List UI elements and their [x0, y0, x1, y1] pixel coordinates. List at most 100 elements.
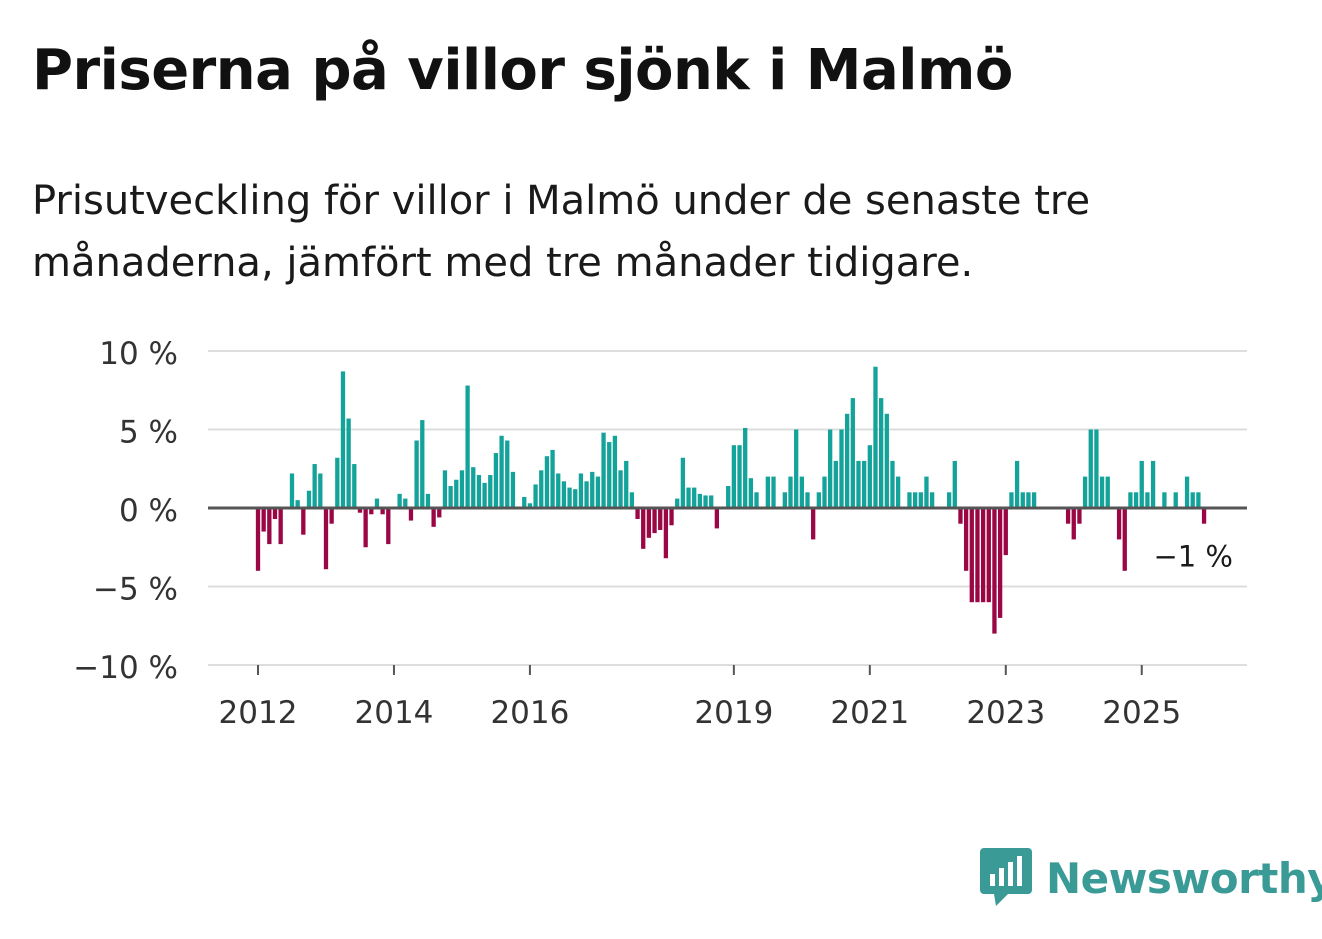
- bar: [397, 493, 402, 508]
- y-tick-label: −10 %: [73, 650, 178, 686]
- bar: [1122, 508, 1127, 571]
- bar: [329, 508, 334, 524]
- bar: [686, 487, 691, 508]
- bar: [1184, 476, 1190, 508]
- bar: [437, 508, 442, 518]
- bar: [1150, 460, 1156, 508]
- x-tick-label: 2019: [694, 695, 773, 731]
- bar: [975, 508, 980, 603]
- bar: [771, 476, 776, 508]
- bar: [550, 449, 555, 508]
- bar-chart: 10 % 5 % 0 % −5 % −10 % 2012 2014 2016 2019 2021 2…: [73, 336, 1247, 731]
- bar: [1099, 476, 1105, 508]
- bar: [765, 476, 770, 508]
- bar: [895, 476, 901, 508]
- bar: [1088, 429, 1093, 508]
- bar: [335, 457, 340, 508]
- bar: [697, 493, 703, 508]
- y-tick-label: 5 %: [119, 415, 178, 451]
- bar: [703, 495, 708, 508]
- bar: [714, 508, 720, 529]
- bar: [357, 508, 363, 513]
- bar: [1162, 492, 1167, 508]
- x-tick-label: 2021: [830, 695, 909, 731]
- bar: [1196, 492, 1201, 508]
- bar: [369, 508, 374, 515]
- brand-name: Newsworthy: [1046, 853, 1322, 903]
- bar: [1116, 508, 1122, 540]
- bar: [431, 508, 436, 527]
- bar: [340, 371, 346, 508]
- bar: [584, 481, 589, 508]
- bar: [374, 498, 380, 508]
- bar: [573, 489, 578, 508]
- bar: [1133, 492, 1139, 508]
- bar: [969, 508, 974, 603]
- bar: [295, 500, 300, 508]
- bar: [862, 460, 867, 508]
- newsworthy-logo-icon: [980, 848, 1032, 906]
- bar: [301, 508, 306, 535]
- bar: [867, 445, 872, 508]
- bar: [454, 479, 459, 508]
- bar: [754, 492, 759, 508]
- bar: [522, 497, 527, 508]
- x-tick-label: 2012: [219, 695, 298, 731]
- bar: [912, 492, 918, 508]
- bar: [1077, 508, 1082, 524]
- bar: [488, 475, 493, 508]
- bar: [726, 486, 731, 508]
- bar: [1003, 508, 1008, 556]
- bar: [618, 470, 623, 508]
- bar: [1020, 492, 1025, 508]
- bar: [272, 508, 278, 519]
- bar: [493, 453, 499, 508]
- bar: [963, 508, 969, 571]
- bar: [1105, 476, 1110, 508]
- bar: [601, 432, 606, 508]
- bar: [544, 456, 550, 508]
- bar: [1173, 492, 1178, 508]
- bar: [323, 508, 329, 570]
- bar: [420, 420, 425, 508]
- bar: [1139, 460, 1144, 508]
- newsworthy-logo: Newsworthy: [980, 848, 1322, 908]
- bar: [884, 413, 889, 508]
- bar: [635, 508, 640, 519]
- bar: [459, 470, 465, 508]
- bar: [924, 476, 929, 508]
- x-tick-label: 2025: [1102, 695, 1181, 731]
- last-value-label: −1 %: [1153, 540, 1233, 574]
- bar: [839, 429, 844, 508]
- bar: [646, 508, 652, 538]
- x-tick-label: 2016: [490, 695, 569, 731]
- x-tick-label: 2014: [355, 695, 434, 731]
- bar: [465, 385, 470, 508]
- bar: [805, 492, 810, 508]
- bar: [986, 508, 991, 603]
- bar: [692, 487, 697, 508]
- bar: [1065, 508, 1071, 524]
- bar: [408, 508, 414, 521]
- bar: [890, 460, 895, 508]
- chart-title: Priserna på villor sjönk i Malmö: [32, 38, 1013, 103]
- bar: [799, 476, 804, 508]
- bar: [788, 476, 793, 508]
- bar: [312, 464, 317, 508]
- bar: [561, 481, 567, 508]
- bar: [629, 492, 635, 508]
- bar: [448, 486, 453, 508]
- bar: [833, 460, 838, 508]
- bar: [607, 442, 612, 508]
- bar: [879, 398, 884, 508]
- bar: [856, 460, 861, 508]
- bar: [539, 470, 544, 508]
- chart-subtitle: Prisutveckling för villor i Malmö under …: [32, 178, 1091, 286]
- bar: [386, 508, 391, 545]
- bar: [828, 429, 833, 508]
- bar: [873, 366, 878, 508]
- bar: [556, 473, 561, 508]
- bar: [946, 492, 952, 508]
- bar: [255, 508, 261, 571]
- bar: [641, 508, 646, 549]
